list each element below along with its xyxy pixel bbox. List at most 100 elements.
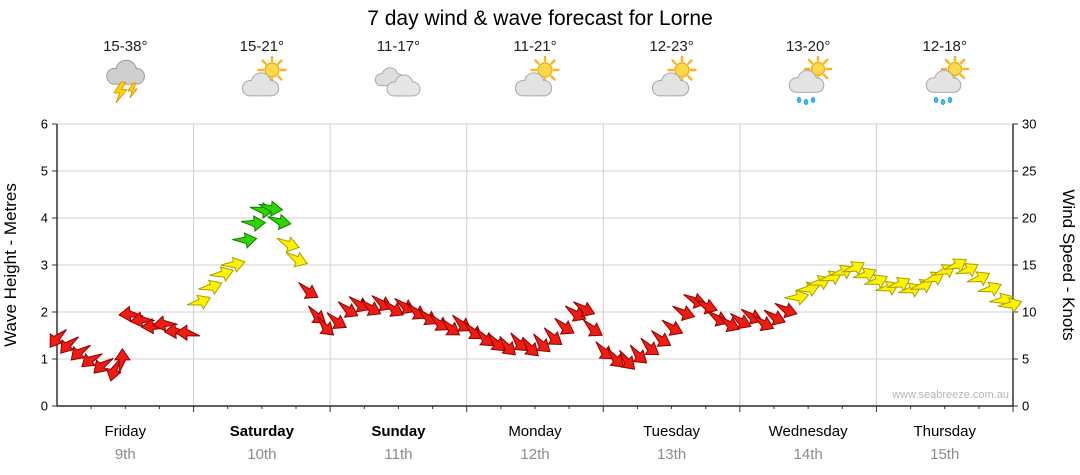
wind-arrow xyxy=(729,312,752,330)
x-axis-day-label: Friday xyxy=(104,423,146,440)
right-tick-label: 0 xyxy=(1022,399,1029,414)
wind-arrow xyxy=(784,289,810,306)
x-axis-day-label: Saturday xyxy=(230,423,295,440)
right-tick-label: 15 xyxy=(1022,258,1036,273)
wind-arrow xyxy=(718,315,741,333)
left-tick-label: 5 xyxy=(41,164,48,179)
day-temp-range: 13-20° xyxy=(785,38,831,55)
wind-arrow xyxy=(977,281,1002,297)
wind-arrow xyxy=(943,258,968,273)
cloud-icon xyxy=(375,67,421,97)
cloud-shape-fill xyxy=(789,70,824,92)
wind-arrow xyxy=(232,232,258,249)
x-axis-day-label: Wednesday xyxy=(769,423,848,440)
right-axis-title: Wind Speed - Knots xyxy=(1059,189,1078,340)
cloud-shape-fill xyxy=(926,70,961,92)
wind-arrow xyxy=(966,271,991,287)
wind-arrow xyxy=(240,215,267,232)
wind-arrow xyxy=(564,305,587,322)
wind-arrow xyxy=(573,301,596,318)
wind-arrow xyxy=(113,348,131,374)
wind-arrow xyxy=(672,305,696,322)
wind-arrow xyxy=(198,279,223,296)
left-axis-title: Wave Height - Metres xyxy=(1,183,20,347)
watermark: www.seabreeze.com.au xyxy=(891,389,1009,401)
wind-arrow xyxy=(619,349,636,370)
raindrop-shape xyxy=(940,98,945,106)
wind-arrow xyxy=(752,314,775,332)
wind-arrow xyxy=(543,327,563,345)
day-temp-range: 15-21° xyxy=(239,38,285,55)
wind-arrow xyxy=(337,301,359,318)
wind-arrow xyxy=(175,324,201,342)
wind-arrow xyxy=(186,294,211,311)
wind-arrow xyxy=(582,319,603,337)
raindrop-shape xyxy=(796,96,802,104)
left-tick-label: 2 xyxy=(41,305,48,320)
left-tick-label: 1 xyxy=(41,352,48,367)
day-temp-range: 11-21° xyxy=(513,38,557,55)
lightning-shape xyxy=(127,82,139,99)
lightning-shape xyxy=(113,81,129,104)
x-axis-date-label: 15th xyxy=(930,446,959,463)
right-tick-label: 25 xyxy=(1022,164,1036,179)
left-tick-label: 6 xyxy=(41,117,48,132)
cloud-shape-fill xyxy=(107,60,145,84)
right-tick-label: 30 xyxy=(1022,117,1036,132)
wind-arrow xyxy=(510,332,528,352)
wind-arrow xyxy=(152,315,178,332)
wind-arrow xyxy=(49,328,67,348)
wind-arrow xyxy=(629,344,648,364)
wind-arrow xyxy=(70,344,91,361)
wind-arrow xyxy=(852,267,877,283)
sun-rain-icon xyxy=(788,56,833,106)
right-tick-label: 20 xyxy=(1022,211,1036,226)
x-axis-day-label: Sunday xyxy=(371,423,426,440)
wind-arrow xyxy=(499,336,517,356)
right-tick-label: 10 xyxy=(1022,305,1036,320)
forecast-day-column: 11-17° xyxy=(328,38,468,113)
forecast-day-column: 15-38° xyxy=(55,38,195,113)
wind-arrow xyxy=(81,352,103,368)
x-axis-date-label: 13th xyxy=(657,446,686,463)
x-axis-day-label: Thursday xyxy=(913,423,976,440)
tick-labels: 0 1 2 3 4 5 6 0 5 10 15 20 25 30 xyxy=(41,117,1037,414)
chart-title: 7 day wind & wave forecast for Lorne xyxy=(367,7,713,30)
x-axis-date-label: 11th xyxy=(384,446,412,463)
raindrop-shape xyxy=(810,96,816,104)
day-temp-range: 15-38° xyxy=(103,38,148,55)
wind-arrow xyxy=(774,302,798,319)
x-axis-date-label: 10th xyxy=(247,446,276,463)
wind-arrow xyxy=(522,336,539,357)
wind-arrow xyxy=(220,256,246,274)
sun-cloud-icon xyxy=(241,56,287,97)
wind-arrow xyxy=(93,357,114,374)
sun-cloud-icon xyxy=(514,56,560,97)
x-axis-date-label: 14th xyxy=(794,446,823,463)
wind-arrow xyxy=(326,312,347,329)
cloud-shape-fill xyxy=(242,73,278,96)
forecast-day-column: 15-21° xyxy=(192,38,332,113)
x-axis-date-label: 12th xyxy=(520,446,549,463)
wind-arrow xyxy=(285,251,309,268)
wind-arrow xyxy=(276,236,300,253)
wind-arrow xyxy=(661,319,684,336)
wind-arrow xyxy=(267,213,292,231)
wind-arrow xyxy=(640,337,660,356)
x-axis-day-label: Monday xyxy=(508,423,562,440)
wind-arrow xyxy=(317,316,335,336)
left-tick-label: 4 xyxy=(41,211,48,226)
x-axis-date-label: 9th xyxy=(115,446,136,463)
wind-arrow xyxy=(258,200,284,218)
wind-arrow xyxy=(298,282,319,299)
wind-arrow xyxy=(209,266,235,283)
wind-arrow xyxy=(129,311,155,328)
wind-arrow xyxy=(105,358,122,382)
day-temp-range: 12-18° xyxy=(922,38,967,55)
cloud-shape-fill xyxy=(652,73,688,96)
day-temp-range: 12-23° xyxy=(649,38,694,55)
wind-arrow xyxy=(863,274,888,290)
wind-arrow xyxy=(360,299,382,316)
